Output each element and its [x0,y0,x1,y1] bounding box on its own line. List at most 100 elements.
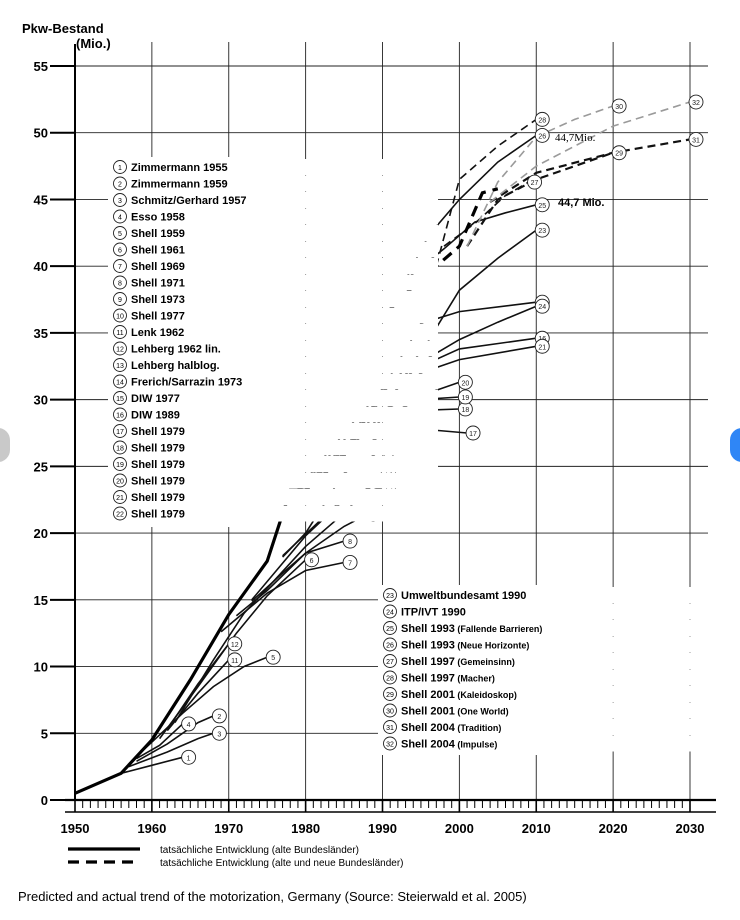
series-marker-4 [181,716,197,732]
legend-entry-7: Shell 1969 [131,261,185,273]
forecast-line-27 [443,181,530,247]
legend-marker-number: 30 [386,709,394,716]
y-tick-label: 0 [41,793,48,808]
y-tick-label: 40 [34,259,48,274]
legend-marker-number: 8 [118,281,122,288]
forecast-line-2 [136,715,214,762]
legend-marker-number: 18 [116,446,124,453]
series-marker-26 [534,127,550,143]
legend-marker [113,292,127,306]
forecast-line-8 [235,540,345,617]
legend-bg [378,735,708,752]
series-marker-23 [534,222,550,238]
legend-marker-number: 16 [116,413,124,420]
series-marker-2 [211,708,227,724]
series-marker-number: 24 [538,304,546,311]
legend-marker [113,440,127,455]
legend-marker-number: 22 [116,512,124,519]
legend-marker [383,720,397,734]
series-marker-20 [457,374,473,390]
legend-marker [383,588,397,602]
legend-marker-number: 25 [386,626,394,633]
legend-marker-number: 17 [116,429,124,436]
legend-marker [113,242,127,257]
legend-marker [113,473,127,488]
series-marker-28 [534,111,550,127]
y-tick-label: 35 [34,326,48,341]
y-tick-label: 15 [34,593,48,608]
legend-marker-number: 5 [118,231,122,238]
series-marker-6 [304,552,320,568]
legend-bg [108,159,438,175]
legend-entry-6: Shell 1961 [131,245,185,257]
legend-entry-26: Shell 1993 (Neue Horizonte) [401,640,529,652]
legend-bg [108,472,438,489]
legend-entry-12: Lehberg 1962 lin. [131,344,221,356]
series-marker-number: 25 [538,203,546,210]
legend-bg [108,439,438,456]
series-marker-11 [227,652,243,668]
legend-actual-solid-label: tatsächliche Entwicklung (alte Bundeslän… [160,845,359,856]
legend-entry-5: Shell 1959 [131,228,185,240]
legend-marker [113,457,127,471]
x-tick-label: 1960 [137,821,166,836]
legend-bg [378,603,708,620]
legend-marker [383,687,397,701]
legend-marker [383,621,397,635]
series-marker-number: 23 [538,228,546,235]
legend-entry-14: Frerich/Sarrazin 1973 [131,377,242,389]
series-marker-number: 32 [692,100,700,107]
legend-entry-30: Shell 2001 (One World) [401,706,509,718]
legend-entry-10: Shell 1977 [131,311,185,323]
legend-entry-3: Schmitz/Gerhard 1957 [131,195,247,207]
left-scroll-indicator[interactable] [0,428,10,462]
y-tick-label: 5 [41,726,48,741]
forecast-line-14 [251,513,368,602]
legend-bg [108,307,438,324]
legend-entry-23: Umweltbundesamt 1990 [401,590,526,602]
forecast-line-4 [136,723,184,760]
series-marker-number: 1 [187,755,191,762]
legend-marker [113,374,127,389]
legend-marker [113,407,127,422]
series-marker-number: 8 [348,539,352,546]
legend-bg [108,373,438,390]
series-marker-number: 28 [538,117,546,124]
legend-entry-1: Zimmermann 1955 [131,162,228,174]
legend-entry-19: Shell 1979 [131,459,185,471]
legend-marker-number: 27 [386,659,394,666]
legend-entry-31: Shell 2004 (Tradition) [401,722,501,734]
legend-marker [113,506,127,521]
y-axis-unit: (Mio.) [76,36,111,51]
legend-bg [108,225,438,241]
series-marker-number: 21 [538,344,546,351]
legend-marker [113,275,127,290]
y-tick-label: 20 [34,526,48,541]
legend-marker-number: 14 [116,380,124,387]
legend-marker-number: 6 [118,248,122,255]
legend-marker [113,424,127,438]
legend-entry-16: DIW 1989 [131,410,180,422]
series-marker-12 [227,636,243,652]
legend-bg [378,587,708,603]
legend-bg [378,653,708,669]
series-marker-number: 5 [271,655,275,662]
x-tick-label: 1990 [368,821,397,836]
legend-bg [108,406,438,423]
series-marker-number: 27 [531,180,539,187]
y-tick-label: 45 [34,192,48,207]
legend-marker [383,670,397,685]
legend-marker-number: 24 [386,610,394,617]
legend-bg [108,423,438,439]
legend-bg [108,390,438,406]
legend-marker-number: 4 [118,215,122,222]
legend-marker-number: 1 [118,165,122,172]
annotation-44-7-upper: 44,7Mio. [555,132,596,144]
series-marker-number: 3 [217,731,221,738]
right-scroll-indicator[interactable] [730,428,740,462]
legend-marker [113,160,127,174]
legend-entry-9: Shell 1973 [131,294,185,306]
legend-marker [383,703,397,718]
series-marker-number: 7 [348,560,352,567]
